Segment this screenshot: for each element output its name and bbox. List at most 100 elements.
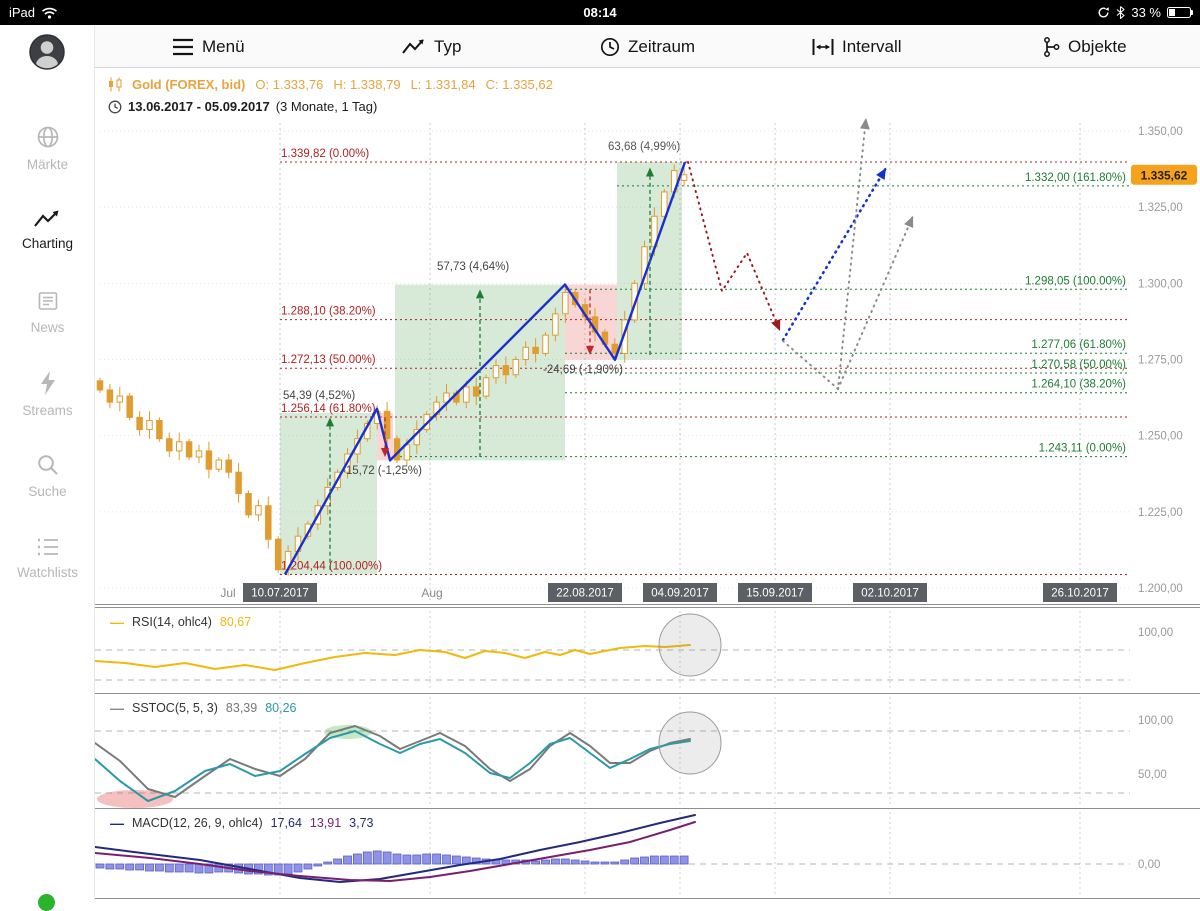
chart-line-icon [33, 210, 58, 227]
sidebar-item-label: Suche [28, 484, 67, 499]
sidebar-item-suche[interactable]: Suche [0, 437, 95, 515]
svg-text:02.10.2017: 02.10.2017 [861, 588, 919, 600]
rsi-panel: 100,00 — RSI(14, ohlc4) 80,67 [95, 607, 1200, 693]
toolbar-item-objekte[interactable]: Objekte [1042, 25, 1127, 68]
svg-text:1.288,10 (38.20%): 1.288,10 (38.20%) [281, 306, 376, 318]
battery-icon [1167, 7, 1193, 18]
date-range-row[interactable]: 13.06.2017 - 05.09.2017 (3 Monate, 1 Tag… [108, 99, 377, 114]
macd-value-2: 13,91 [309, 816, 342, 830]
objects-icon [1044, 36, 1060, 57]
list-icon [37, 538, 58, 556]
rsi-canvas[interactable]: 100,00 [95, 609, 1200, 693]
newspaper-icon [38, 292, 57, 310]
sstoc-value-2: 80,26 [265, 701, 297, 715]
svg-text:-15,72 (-1,25%): -15,72 (-1,25%) [342, 465, 422, 477]
sidebar-item-label: Märkte [26, 157, 69, 172]
sidebar: Märkte Charting News Streams Suche Watch… [0, 25, 95, 911]
toolbar-item-zeitraum[interactable]: Zeitraum [600, 25, 695, 68]
sstoc-value-1: 83,39 [225, 701, 258, 715]
svg-text:63,68 (4,99%): 63,68 (4,99%) [608, 141, 680, 153]
sstoc-panel: 100,00 50,00 — SSTOC(5, 5, 3) 83,39 80,26 [95, 693, 1200, 808]
sstoc-legend-icon: — [110, 700, 124, 716]
svg-text:1.275,00: 1.275,00 [1138, 355, 1183, 367]
status-right: 33 % [1097, 5, 1193, 20]
svg-text:1.250,00: 1.250,00 [1138, 431, 1183, 443]
period-label: (3 Monate, 1 Tag) [275, 99, 378, 114]
candlestick-icon [109, 77, 122, 92]
svg-text:15.09.2017: 15.09.2017 [746, 588, 804, 600]
toolbar-item-label: Zeitraum [628, 36, 696, 56]
svg-text:1.335,62: 1.335,62 [1141, 168, 1188, 182]
instrument-name: Gold (FOREX, bid) [132, 77, 246, 92]
svg-text:04.09.2017: 04.09.2017 [651, 588, 709, 600]
interval-icon [812, 38, 834, 55]
svg-text:10.07.2017: 10.07.2017 [251, 588, 309, 600]
rsi-value: 80,67 [219, 615, 252, 629]
toolbar-item-intervall[interactable]: Intervall [812, 25, 902, 68]
svg-text:1.272,13 (50.00%): 1.272,13 (50.00%) [281, 354, 376, 366]
svg-text:1.204,44 (100.00%): 1.204,44 (100.00%) [281, 560, 382, 572]
macd-value-3: 3,73 [349, 816, 374, 830]
svg-text:57,73 (4,64%): 57,73 (4,64%) [437, 261, 509, 273]
svg-text:Jul: Jul [220, 586, 235, 600]
hamburger-icon [173, 38, 193, 55]
svg-text:50,00: 50,00 [1138, 769, 1167, 781]
macd-canvas[interactable]: 0,00 [95, 810, 1200, 899]
clock-icon [108, 100, 122, 113]
toolbar-item-menu[interactable]: Menü [172, 25, 245, 68]
battery-percent: 33 % [1131, 5, 1161, 20]
sidebar-item-label: News [30, 320, 65, 335]
clock-icon [600, 37, 620, 56]
rsi-header[interactable]: — RSI(14, ohlc4) 80,67 [110, 614, 251, 630]
sidebar-item-charting[interactable]: Charting [0, 191, 95, 269]
ohlc-close: C: 1.335,62 [485, 77, 553, 92]
presence-indicator [38, 894, 55, 911]
svg-text:22.08.2017: 22.08.2017 [556, 588, 614, 600]
svg-text:54,39 (4,52%): 54,39 (4,52%) [283, 390, 355, 402]
svg-text:26.10.2017: 26.10.2017 [1051, 588, 1109, 600]
svg-text:1.277,06 (61.80%): 1.277,06 (61.80%) [1031, 339, 1126, 351]
macd-header[interactable]: — MACD(12, 26, 9, ohlc4) 17,64 13,91 3,7… [110, 815, 374, 831]
svg-text:1.332,00 (161.80%): 1.332,00 (161.80%) [1025, 172, 1126, 184]
svg-text:1.243,11 (0.00%): 1.243,11 (0.00%) [1039, 443, 1127, 455]
svg-text:1.256,14 (61.80%): 1.256,14 (61.80%) [281, 403, 376, 415]
globe-icon [37, 126, 58, 148]
toolbar-item-label: Typ [434, 36, 462, 56]
avatar[interactable] [27, 32, 67, 72]
toolbar-item-label: Objekte [1068, 36, 1127, 56]
lightning-icon [40, 371, 55, 395]
sidebar-item-news[interactable]: News [0, 273, 95, 351]
svg-text:1.300,00: 1.300,00 [1138, 278, 1183, 290]
main-chart[interactable]: 1.339,82 (0.00%) 1.288,10 (38.20%) 1.272,1… [95, 68, 1200, 605]
sidebar-item-watchlists[interactable]: Watchlists [0, 519, 95, 597]
svg-text:1.264,10 (38.20%): 1.264,10 (38.20%) [1031, 379, 1126, 391]
device-label: iPad [9, 5, 36, 20]
svg-text:-24,69 (-1,90%): -24,69 (-1,90%) [543, 364, 623, 376]
chart-type-icon [402, 38, 424, 54]
svg-text:1.298,05 (100.00%): 1.298,05 (100.00%) [1025, 275, 1126, 287]
instrument-header[interactable]: Gold (FOREX, bid) O: 1.333,76 H: 1.338,7… [108, 77, 553, 92]
macd-legend-icon: — [110, 815, 124, 831]
status-left: iPad [9, 5, 58, 20]
search-icon [37, 455, 58, 475]
macd-label: MACD(12, 26, 9, ohlc4) [132, 816, 263, 830]
rotation-lock-icon [1098, 7, 1110, 18]
sstoc-header[interactable]: — SSTOC(5, 5, 3) 83,39 80,26 [110, 700, 296, 716]
svg-text:100,00: 100,00 [1138, 715, 1173, 727]
sidebar-item-streams[interactable]: Streams [0, 355, 95, 433]
wifi-icon [41, 7, 58, 19]
svg-text:100,00: 100,00 [1138, 627, 1173, 639]
svg-text:1.339,82 (0.00%): 1.339,82 (0.00%) [281, 148, 369, 160]
sstoc-canvas[interactable]: 100,00 50,00 [95, 695, 1200, 808]
toolbar-item-typ[interactable]: Typ [402, 25, 461, 68]
sidebar-item-label: Charting [21, 236, 74, 251]
sidebar-item-maerkte[interactable]: Märkte [0, 109, 95, 187]
price-chart-canvas[interactable]: 1.339,82 (0.00%) 1.288,10 (38.20%) 1.272,1… [95, 68, 1200, 605]
macd-value-1: 17,64 [270, 816, 302, 830]
sidebar-item-label: Watchlists [16, 565, 78, 580]
svg-text:1.270,58 (50.00%): 1.270,58 (50.00%) [1031, 359, 1126, 371]
ohlc-high: H: 1.338,79 [333, 77, 401, 92]
toolbar: Menü Typ Zeitraum Intervall Objekte [95, 25, 1200, 68]
ohlc-low: L: 1.331,84 [410, 77, 476, 92]
svg-text:1.200,00: 1.200,00 [1138, 583, 1183, 595]
